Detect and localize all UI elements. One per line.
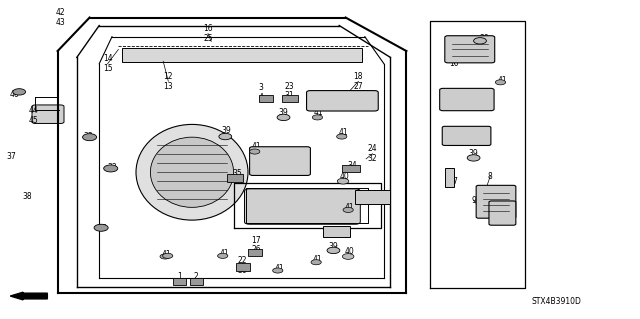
Circle shape [343,207,353,212]
Text: 7: 7 [452,177,457,186]
FancyBboxPatch shape [442,126,491,145]
FancyArrow shape [10,292,47,300]
Bar [190,278,203,285]
Bar [173,278,186,285]
Text: 42
43: 42 43 [56,8,66,27]
Circle shape [337,134,347,139]
Circle shape [104,165,118,172]
Text: 22
30: 22 30 [237,256,247,275]
Bar [227,174,243,182]
Ellipse shape [136,124,248,220]
Circle shape [474,38,486,44]
Text: 11: 11 [490,196,499,205]
Bar [342,165,360,172]
FancyBboxPatch shape [244,189,360,224]
Text: 41: 41 [338,128,348,137]
Circle shape [83,134,97,141]
Text: 16
25: 16 25 [203,24,213,43]
Text: 41: 41 [251,142,261,151]
Circle shape [13,89,26,95]
Circle shape [467,155,480,161]
FancyBboxPatch shape [440,88,494,111]
Text: 10: 10 [449,59,460,68]
Bar [122,48,362,62]
Text: 24
32: 24 32 [367,145,378,163]
Text: 11: 11 [500,215,509,224]
Text: 41: 41 [274,264,284,273]
Circle shape [311,260,321,265]
Text: 5: 5 [452,133,457,142]
Text: 41: 41 [497,76,508,85]
Text: 19
28: 19 28 [276,153,287,172]
Text: 12
13: 12 13 [163,72,173,91]
Text: 44
45: 44 45 [28,106,38,125]
Circle shape [327,247,340,254]
Circle shape [277,114,290,121]
Text: 2: 2 [193,272,198,281]
Text: FR.: FR. [31,292,46,300]
FancyBboxPatch shape [250,147,310,175]
Text: 46: 46 [9,90,19,99]
Text: 8: 8 [488,172,493,181]
Text: 40: 40 [344,247,355,256]
Text: 23
31: 23 31 [284,82,294,100]
FancyBboxPatch shape [445,36,495,63]
FancyBboxPatch shape [32,105,64,123]
Text: 3
4: 3 4 [259,83,264,102]
Text: 6: 6 [327,228,332,237]
Text: 39: 39 [468,149,479,158]
Text: 18
27: 18 27 [353,72,364,91]
Text: 9: 9 [471,196,476,205]
Text: 35: 35 [232,169,242,178]
Circle shape [160,254,170,259]
Bar [445,168,454,187]
Circle shape [337,178,349,184]
Text: 14
15: 14 15 [102,55,113,73]
Text: 41: 41 [344,204,355,212]
Text: 40: 40 [339,172,349,181]
Bar [323,226,350,237]
Bar [355,190,390,204]
Bar [282,95,298,102]
Text: 39: 39 [328,242,339,251]
Text: 39: 39 [221,126,231,135]
Ellipse shape [150,137,234,207]
Text: 36: 36 [97,224,108,233]
FancyBboxPatch shape [489,201,516,225]
Bar [236,263,250,271]
Text: 37: 37 [6,152,16,161]
Text: 41: 41 [219,249,229,258]
Circle shape [250,149,260,154]
Circle shape [312,115,323,120]
Text: 33: 33 [83,132,93,141]
Text: 39: 39 [479,34,489,43]
Text: 41: 41 [312,256,323,264]
Bar [259,95,273,102]
Circle shape [273,268,283,273]
Text: 17
26: 17 26 [251,236,261,254]
Circle shape [342,254,354,259]
Text: STX4B3910D: STX4B3910D [532,297,582,306]
Text: 29: 29 [447,101,457,110]
Text: 33: 33 [107,163,117,172]
FancyBboxPatch shape [307,91,378,111]
Text: 34: 34 [347,161,357,170]
Circle shape [163,253,173,258]
Text: 38: 38 [22,192,32,201]
Text: 39: 39 [278,108,289,117]
Circle shape [218,253,228,258]
Circle shape [495,80,506,85]
Circle shape [219,133,232,140]
Text: 20: 20 [357,191,367,200]
Text: 41: 41 [161,250,172,259]
Text: 41: 41 [314,108,324,117]
FancyBboxPatch shape [476,185,516,218]
Bar [248,249,262,256]
Circle shape [94,224,108,231]
Text: 1: 1 [177,272,182,281]
